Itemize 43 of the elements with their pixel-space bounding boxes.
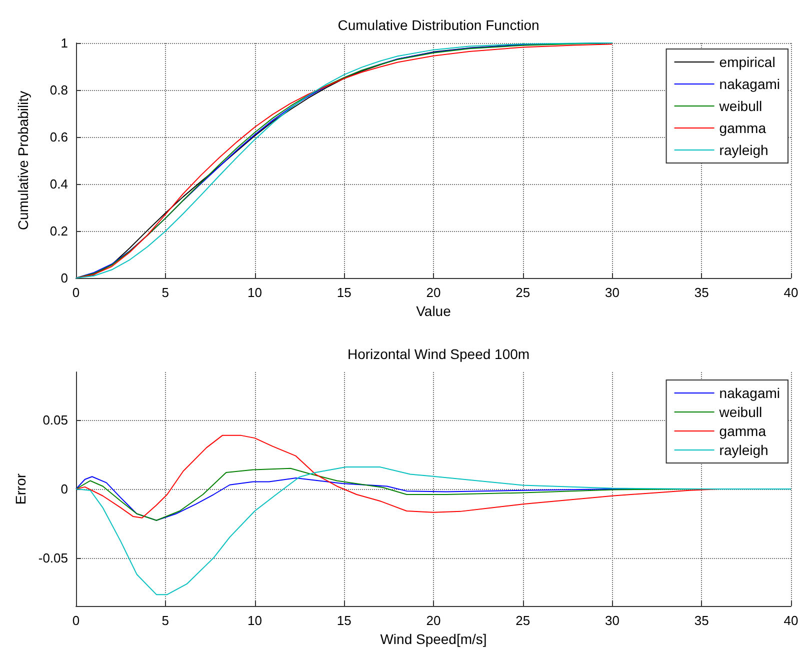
x-tick-label: 15 [336, 613, 352, 628]
legend-label: weibull [718, 404, 762, 420]
legend-label: nakagami [719, 76, 780, 92]
y-tick-label: -0.05 [38, 550, 68, 566]
x-tick-label: 10 [248, 285, 262, 300]
x-tick-label: 10 [248, 613, 262, 628]
x-tick-label: 0 [72, 613, 80, 628]
x-tick-label: 0 [72, 285, 80, 300]
y-tick-label: 0.05 [42, 412, 68, 428]
y-tick-label: 0.6 [50, 130, 68, 144]
x-tick-label: 20 [426, 285, 441, 300]
x-tick-label: 40 [784, 613, 798, 628]
chart-title: Horizontal Wind Speed 100m [347, 346, 530, 362]
y-tick-label: 0 [60, 270, 68, 286]
x-axis-title: Wind Speed[m/s] [380, 630, 487, 647]
x-tick-label: 25 [516, 613, 530, 628]
x-tick-label: 35 [694, 613, 709, 628]
y-axis-title: Cumulative Probability [15, 90, 31, 230]
y-tick-label: 0.2 [50, 224, 68, 238]
x-tick-label: 5 [162, 613, 169, 628]
chart-title: Cumulative Distribution Function [338, 17, 540, 33]
legend-label: weibull [718, 98, 762, 114]
legend-label: empirical [719, 54, 776, 70]
y-tick-label: 0 [60, 482, 68, 496]
line-series [76, 466, 792, 596]
x-tick-label: 25 [516, 285, 530, 300]
legend-label: gamma [719, 120, 766, 136]
x-tick-label: 5 [162, 285, 169, 300]
legend-label: rayleigh [719, 442, 768, 458]
x-tick-label: 15 [336, 285, 352, 300]
y-tick-label: 0.8 [50, 82, 68, 98]
x-tick-label: 40 [784, 285, 798, 300]
y-axis-title: Error [12, 473, 28, 505]
x-tick-label: 35 [694, 285, 709, 300]
legend-label: nakagami [719, 385, 780, 401]
legend-label: gamma [719, 423, 766, 439]
x-tick-label: 30 [605, 285, 620, 300]
legend-label: rayleigh [719, 142, 768, 158]
x-tick-label: 30 [605, 613, 620, 628]
y-tick-label: 0.4 [50, 176, 68, 192]
x-tick-label: 20 [426, 613, 441, 628]
y-tick-label: 1 [60, 36, 68, 50]
x-axis-title: Value [416, 302, 452, 319]
